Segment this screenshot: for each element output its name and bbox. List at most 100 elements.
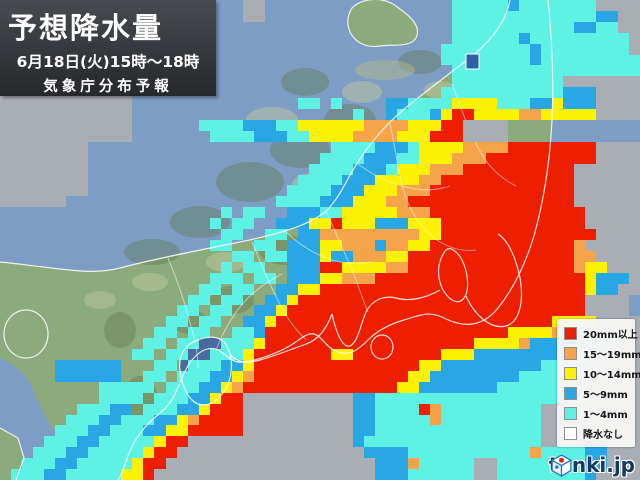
precip-cell-o (342, 240, 353, 251)
precip-cell-o (408, 458, 419, 469)
precip-cell-b (110, 360, 121, 371)
precip-cell-c (386, 164, 397, 175)
precip-cell-r (530, 175, 541, 185)
precip-cell-c (541, 55, 552, 65)
precip-cell-y (364, 207, 375, 218)
precip-cell-c (309, 164, 320, 175)
precip-cell-c (188, 338, 199, 349)
precip-cell-c (408, 404, 419, 415)
precip-cell-b (486, 382, 497, 393)
precip-cell-r (541, 240, 552, 251)
precip-cell-o (353, 131, 364, 142)
precip-cell-c (474, 415, 486, 425)
precip-cell-c (530, 469, 541, 480)
precip-cell-r (419, 349, 430, 360)
precip-cell-r (452, 185, 463, 196)
precip-cell-c (430, 469, 441, 480)
precip-cell-b (364, 153, 375, 164)
precip-cell-r (154, 447, 166, 458)
precip-cell-c (441, 458, 452, 469)
precip-cell-r (508, 262, 519, 273)
precip-cell-r (320, 316, 331, 327)
precip-cell-b (474, 360, 486, 371)
precip-cell-r (574, 153, 585, 164)
precip-cell-r (375, 295, 386, 305)
precip-cell-b (596, 284, 607, 295)
precip-cell-r (331, 295, 342, 305)
precip-cell-y (320, 240, 331, 251)
precip-cell-r (375, 284, 386, 295)
precip-cell-c (607, 33, 618, 44)
precip-cell-c (441, 393, 452, 404)
precip-cell-y (320, 131, 331, 142)
precip-cell-r (530, 207, 541, 218)
precip-cell-r (474, 262, 486, 273)
precip-cell-r (430, 131, 441, 142)
precip-cell-o (497, 142, 508, 153)
precip-cell-b (265, 295, 276, 305)
precip-cell-c (353, 109, 364, 120)
precip-cell-r (474, 207, 486, 218)
precip-cell-c (508, 33, 519, 44)
precip-cell-b (110, 404, 121, 415)
precip-cell-r (486, 153, 497, 164)
precip-cell-c (419, 109, 430, 120)
precip-cell-r (497, 273, 508, 284)
precip-cell-b (243, 120, 254, 131)
precip-cell-c (132, 393, 143, 404)
precip-cell-o (353, 273, 364, 284)
precip-cell-c (110, 425, 121, 436)
precip-cell-r (342, 327, 353, 338)
precip-cell-c (497, 393, 508, 404)
precip-cell-r (364, 371, 375, 382)
precip-cell-r (508, 164, 519, 175)
precip-cell-y (408, 382, 419, 393)
precip-cell-o (474, 153, 486, 164)
precip-cell-o (430, 415, 441, 425)
precip-cell-y (320, 273, 331, 284)
precip-cell-o (463, 153, 474, 164)
precip-cell-c (419, 415, 430, 425)
precip-cell-b (276, 295, 287, 305)
precip-cell-c (486, 11, 497, 22)
precip-cell-c (497, 76, 508, 87)
precip-cell-c (585, 33, 596, 44)
precip-cell-r (342, 360, 353, 371)
precip-cell-c (143, 404, 154, 415)
precip-cell-r (342, 371, 353, 382)
precip-cell-r (342, 305, 353, 316)
precip-cell-c (177, 371, 188, 382)
precip-cell-b (463, 360, 474, 371)
precip-cell-c (397, 404, 408, 415)
precip-cell-r (463, 305, 474, 316)
precip-cell-r (452, 229, 463, 240)
precip-cell-b (375, 218, 386, 229)
precip-cell-c (508, 415, 519, 425)
precip-cell-r (353, 382, 364, 393)
precip-cell-c (77, 469, 88, 480)
precip-cell-r (386, 284, 397, 295)
precip-cell-r (320, 327, 331, 338)
precip-cell-c (287, 196, 298, 207)
precip-cell-r (452, 273, 463, 284)
precip-cell-r (519, 164, 530, 175)
precip-cell-b (375, 164, 386, 175)
precip-cell-b (320, 196, 331, 207)
precip-cell-r (452, 120, 463, 131)
precip-cell-c (386, 404, 397, 415)
precip-cell-y (375, 175, 386, 185)
legend-swatch-o (564, 346, 577, 360)
precip-cell-c (419, 425, 430, 436)
precip-cell-o (375, 229, 386, 240)
precip-cell-r (441, 229, 452, 240)
precip-cell-c (166, 349, 177, 360)
tenki-jp-logo[interactable]: tenki.jp (549, 453, 635, 477)
precip-cell-r (364, 316, 375, 327)
precip-cell-b (309, 262, 320, 273)
precip-cell-c (99, 458, 110, 469)
precip-cell-b (66, 458, 77, 469)
precip-cell-y (419, 240, 430, 251)
precip-cell-b (497, 349, 508, 360)
precip-cell-c (497, 415, 508, 425)
precip-cell-c (463, 11, 474, 22)
